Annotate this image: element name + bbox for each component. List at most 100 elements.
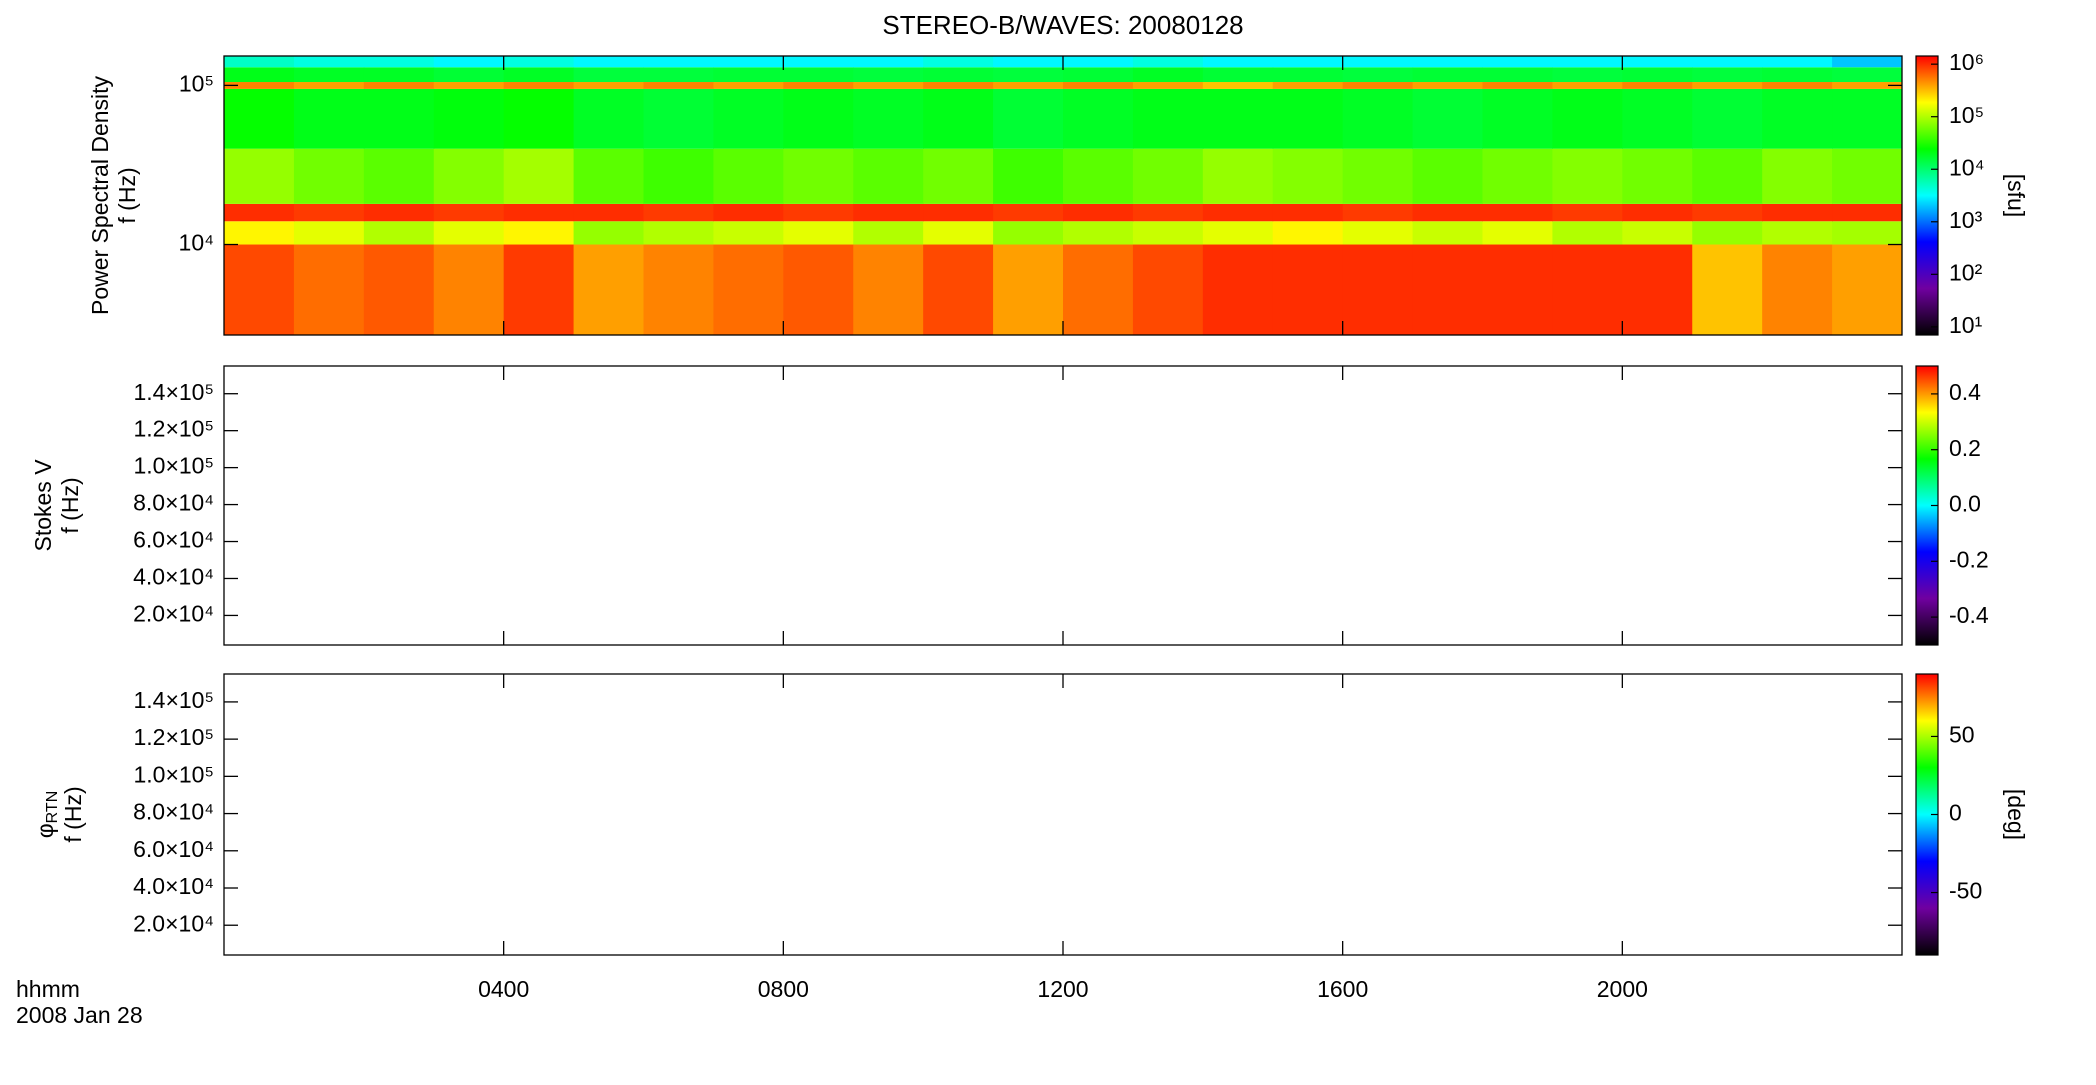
- heat-cell: [1692, 244, 1763, 335]
- heat-cell: [643, 67, 714, 83]
- heat-cell: [1692, 82, 1763, 89]
- heat-cell: [1202, 148, 1274, 204]
- heat-cell: [363, 67, 435, 83]
- colorbar-tick-label: 0.2: [1949, 435, 1981, 461]
- heat-cell: [853, 148, 924, 204]
- heat-cell: [1412, 221, 1483, 245]
- x-tick-label: 1200: [1037, 976, 1088, 1002]
- heat-cell: [363, 148, 435, 204]
- heat-cell: [1552, 88, 1623, 149]
- heat-cell: [643, 82, 714, 89]
- heat-cell: [993, 148, 1064, 204]
- heat-cell: [923, 56, 994, 68]
- heat-cell: [1412, 82, 1483, 89]
- heat-cell: [1762, 67, 1833, 83]
- colorbar-tick-label: -0.2: [1949, 546, 1989, 572]
- heat-cell: [224, 148, 295, 204]
- heat-cell: [1552, 203, 1623, 222]
- y-axis-label: Stokes V: [30, 459, 56, 552]
- y-tick-label: 8.0×10⁴: [133, 490, 214, 516]
- heat-cell: [1762, 203, 1833, 222]
- heat-cell: [1132, 221, 1204, 245]
- heat-cell: [224, 244, 295, 335]
- heat-cell: [1202, 88, 1274, 149]
- heat-cell: [433, 221, 505, 245]
- colorbar-label: [deg]: [2003, 789, 2029, 840]
- heat-cell: [923, 67, 994, 83]
- heat-cell: [1482, 88, 1553, 149]
- heat-cell: [503, 67, 575, 83]
- heat-cell: [853, 56, 924, 68]
- heat-cell: [1132, 56, 1204, 68]
- y-tick-label: 10⁴: [179, 230, 214, 256]
- heat-cell: [224, 221, 295, 245]
- x-axis-label: hhmm: [16, 976, 80, 1002]
- colorbar-tick-label: -0.4: [1949, 602, 1989, 628]
- chart-title: STEREO-B/WAVES: 20080128: [882, 10, 1243, 40]
- heat-cell: [1342, 221, 1414, 245]
- heat-cell: [1342, 56, 1414, 68]
- heat-cell: [1342, 244, 1414, 335]
- heat-cell: [643, 148, 714, 204]
- plot-frame: [223, 365, 1903, 646]
- heat-cell: [1202, 82, 1274, 89]
- x-tick-label: 2000: [1597, 976, 1648, 1002]
- heat-cell: [643, 88, 714, 149]
- y-tick-label: 1.4×10⁵: [133, 687, 214, 713]
- y-tick-label: 4.0×10⁴: [133, 564, 214, 590]
- heat-cell: [853, 88, 924, 149]
- heat-cell: [993, 56, 1064, 68]
- heat-cell: [923, 221, 994, 245]
- heat-cell: [1552, 148, 1623, 204]
- heat-cell: [1063, 244, 1134, 335]
- heat-cell: [363, 82, 435, 89]
- heat-cell: [293, 88, 365, 149]
- heat-cell: [1832, 56, 1903, 68]
- heat-cell: [1132, 203, 1204, 222]
- colorbar-tick-label: 10¹: [1949, 312, 1983, 338]
- colorbar-tick-label: 10⁵: [1949, 102, 1984, 128]
- y-tick-label: 1.4×10⁵: [133, 379, 214, 405]
- heat-cell: [293, 67, 365, 83]
- y-axis-label: f (Hz): [114, 167, 140, 223]
- heat-cell: [1762, 148, 1833, 204]
- heat-cell: [573, 148, 644, 204]
- heat-cell: [1762, 221, 1833, 245]
- heat-cell: [1482, 221, 1553, 245]
- heat-cell: [1412, 56, 1483, 68]
- heat-cell: [1342, 203, 1414, 222]
- colorbar-tick-label: 0.4: [1949, 379, 1981, 405]
- heat-cell: [1132, 82, 1204, 89]
- heat-cell: [224, 203, 295, 222]
- heat-cell: [993, 203, 1064, 222]
- colorbar-tick-label: 0: [1949, 800, 1962, 826]
- heat-cell: [433, 148, 505, 204]
- heat-cell: [503, 56, 575, 68]
- heat-cell: [783, 82, 854, 89]
- heat-cell: [363, 244, 435, 335]
- heat-cell: [573, 82, 644, 89]
- heat-cell: [1412, 88, 1483, 149]
- heat-cell: [1412, 244, 1483, 335]
- heat-cell: [1063, 56, 1134, 68]
- heat-cell: [1762, 82, 1833, 89]
- heat-cell: [503, 244, 575, 335]
- heat-cell: [1272, 221, 1344, 245]
- heat-cell: [1272, 67, 1344, 83]
- colorbar-tick-label: 50: [1949, 722, 1975, 748]
- heat-cell: [1412, 203, 1483, 222]
- heat-cell: [433, 67, 505, 83]
- heat-cell: [1412, 67, 1483, 83]
- heat-cell: [1622, 56, 1693, 68]
- heat-cell: [1832, 82, 1903, 89]
- heat-cell: [783, 88, 854, 149]
- heat-cell: [713, 203, 784, 222]
- heat-cell: [923, 82, 994, 89]
- heat-cell: [713, 244, 784, 335]
- heat-cell: [1482, 67, 1553, 83]
- heat-cell: [1063, 148, 1134, 204]
- heat-cell: [713, 82, 784, 89]
- heat-cell: [1762, 88, 1833, 149]
- colorbar: [1915, 55, 1939, 336]
- heat-cell: [433, 56, 505, 68]
